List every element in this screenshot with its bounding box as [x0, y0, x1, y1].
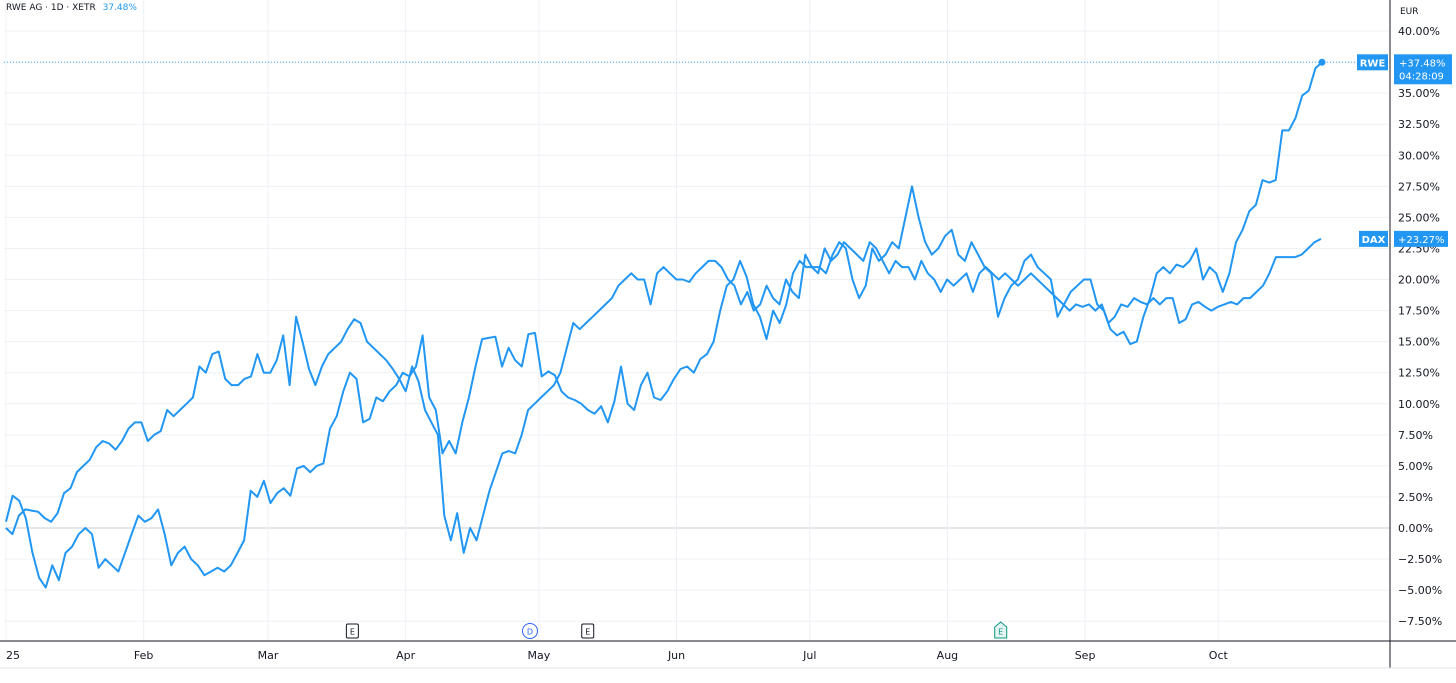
x-tick-label: Apr: [396, 649, 416, 662]
series-name-tag: [1359, 230, 1388, 247]
x-tick-label: Oct: [1209, 649, 1229, 662]
currency-label: EUR: [1400, 7, 1419, 17]
x-tick-label: Aug: [937, 649, 958, 662]
price-axis[interactable]: 40.00%37.50%35.00%32.50%30.00%27.50%25.0…: [1389, 0, 1442, 668]
series-value-tag: [1394, 230, 1448, 247]
y-tick-label: −5.00%: [1398, 584, 1442, 597]
series-line-rwe: [5, 61, 1323, 589]
event-marker-label: D: [527, 628, 533, 637]
x-tick-label: Feb: [134, 649, 153, 662]
y-tick-label: 10.00%: [1398, 398, 1440, 411]
earnings-marker-icon: [345, 623, 359, 639]
x-tick-label: Jun: [667, 649, 685, 662]
y-tick-label: 25.00%: [1398, 211, 1440, 224]
y-tick-label: 12.50%: [1398, 367, 1440, 380]
symbol-title: RWE AG · 1D · XETR: [6, 3, 96, 13]
series-badge-rwe: RWE +37.48% 04:28:09: [1357, 54, 1452, 85]
last-value-dot: [1318, 58, 1326, 66]
event-marker-earnings[interactable]: E: [581, 623, 595, 639]
countdown-label: 04:28:09: [1399, 71, 1444, 82]
series-badge-dax: DAX +23.27%: [1359, 230, 1448, 247]
x-tick-label: Mar: [258, 649, 279, 662]
x-tick-label: Jul: [802, 649, 816, 662]
time-axis[interactable]: 25 Feb Mar Apr May Jun Jul Aug Sep Oct: [0, 640, 1456, 669]
series-value-label: +37.48%: [1399, 58, 1446, 69]
series-name-tag: [1357, 54, 1388, 71]
y-tick-label: 35.00%: [1398, 87, 1440, 100]
y-tick-label: 27.50%: [1398, 180, 1440, 193]
y-tick-label: 2.50%: [1398, 491, 1433, 504]
grid-lines: [4, 0, 1390, 640]
event-marker-earnings[interactable]: E: [345, 623, 359, 639]
earnings-marker-icon: [994, 621, 1008, 639]
event-marker-label: E: [998, 628, 1003, 637]
y-tick-label: −2.50%: [1398, 553, 1442, 566]
event-marker-label: E: [585, 628, 590, 637]
chart-header: RWE AG · 1D · XETR 37.48%: [6, 3, 137, 13]
series-name-label: RWE: [1360, 58, 1386, 69]
y-tick-label: 20.00%: [1398, 274, 1440, 287]
x-tick-label: May: [528, 649, 551, 662]
series-name-label: DAX: [1362, 235, 1386, 246]
series-value-label: +23.27%: [1398, 235, 1445, 246]
y-tick-label: 40.00%: [1398, 25, 1440, 38]
y-tick-label: 17.50%: [1398, 305, 1440, 318]
y-tick-label: 15.00%: [1398, 336, 1440, 349]
series-badges: RWE +37.48% 04:28:09 DAX +23.27%: [1357, 54, 1452, 247]
event-marker-label: E: [350, 628, 355, 637]
y-tick-label: 30.00%: [1398, 149, 1440, 162]
y-tick-label: −7.50%: [1398, 615, 1442, 628]
y-tick-label: 5.00%: [1398, 460, 1433, 473]
y-tick-label: 32.50%: [1398, 118, 1440, 131]
symbol-change: 37.48%: [102, 3, 137, 13]
earnings-marker-icon: [581, 623, 595, 639]
dividend-marker-icon: [522, 623, 538, 639]
series-value-tag: [1394, 54, 1452, 85]
event-marker-dividend[interactable]: D: [522, 623, 538, 639]
x-tick-label: Sep: [1075, 649, 1096, 662]
series-layer: [4, 58, 1390, 589]
x-tick-label: 25: [6, 649, 20, 662]
series-line-dax: [5, 238, 1322, 554]
event-marker-earnings-green[interactable]: E: [994, 621, 1008, 639]
y-tick-label: 0.00%: [1398, 522, 1433, 535]
y-tick-label: 7.50%: [1398, 429, 1433, 442]
